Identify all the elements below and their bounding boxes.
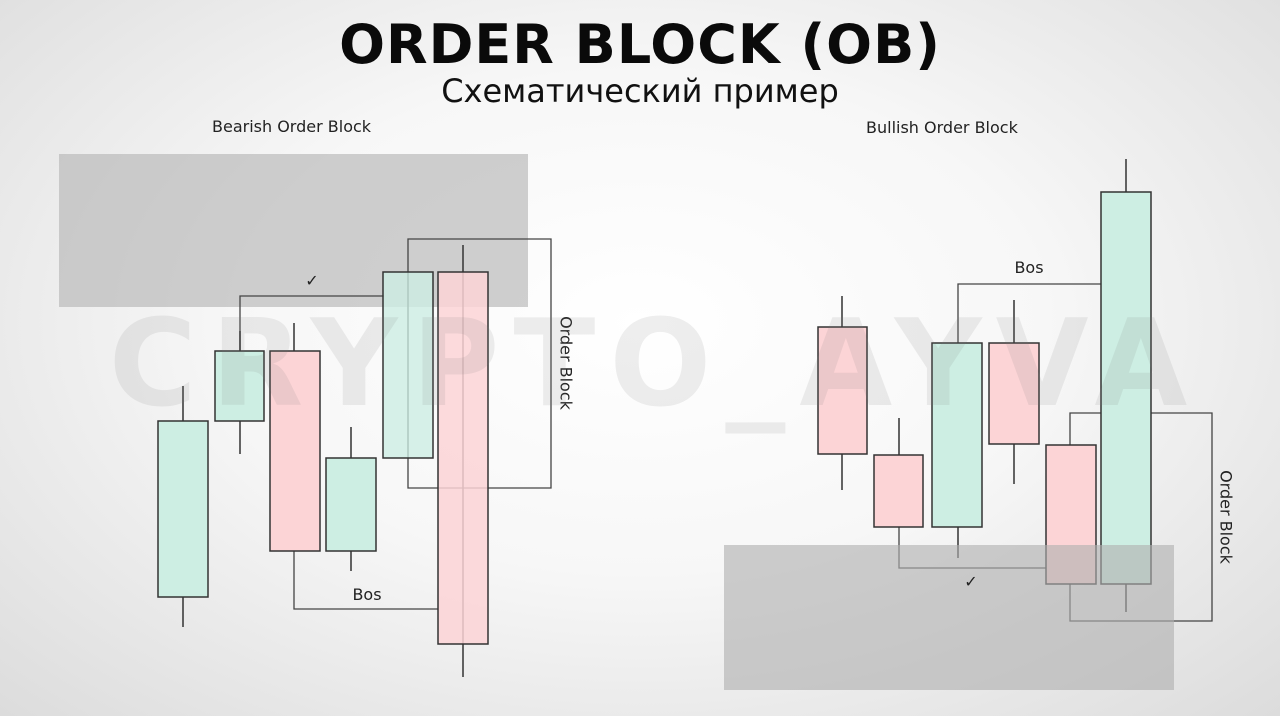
bearish-candle-6 [437, 245, 489, 677]
bullish-order-block-label: Order Block [1217, 470, 1236, 565]
bullish-candle-6 [1100, 159, 1152, 612]
bullish-bos-line [957, 283, 1101, 343]
bullish-panel-title: Bullish Order Block [866, 118, 1018, 137]
page-title: ORDER BLOCK (OB) [339, 13, 941, 76]
bearish-candle-2 [214, 331, 265, 454]
bearish-candle-5 [382, 271, 434, 459]
bullish-candle-3 [931, 342, 983, 558]
bearish-candle-4 [325, 427, 377, 571]
bearish-candle-1 [157, 386, 209, 627]
bearish-diagram: ✓ Bos Order Block [59, 154, 576, 677]
bearish-bos-line [293, 551, 438, 610]
bullish-bos-label: Bos [1014, 258, 1043, 277]
bearish-bos-label: Bos [352, 585, 381, 604]
bullish-ob-zone [724, 545, 1174, 690]
bullish-candle-4 [988, 300, 1040, 484]
bearish-ob-bracket [407, 238, 552, 489]
bearish-candle-3 [269, 323, 321, 552]
bearish-panel-title: Bearish Order Block [212, 117, 372, 136]
bearish-check-mark: ✓ [305, 271, 318, 290]
bullish-check-mark: ✓ [964, 572, 977, 591]
bullish-candle-2 [873, 418, 924, 528]
bullish-candle-1 [817, 296, 868, 490]
bullish-diagram: Bos ✓ Order Block [724, 159, 1236, 690]
bearish-order-block-label: Order Block [557, 316, 576, 411]
page-subtitle: Схематический пример [441, 72, 839, 110]
